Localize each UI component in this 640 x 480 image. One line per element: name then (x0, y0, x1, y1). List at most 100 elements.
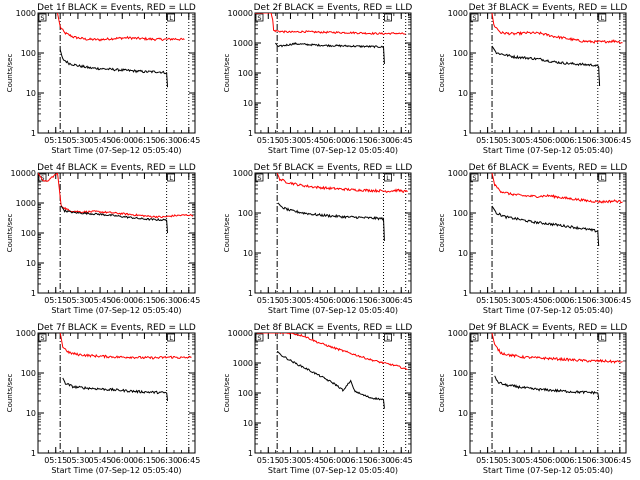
x-tick-label: 05:15 (257, 296, 280, 305)
x-tick-label: 05:30 (498, 296, 521, 305)
x-tick-label: 05:15 (476, 296, 499, 305)
x-tick-label: 05:15 (44, 296, 67, 305)
x-tick-label: 06:45 (608, 136, 631, 145)
x-tick-label: 05:30 (279, 296, 302, 305)
x-tick-label: 06:15 (564, 456, 587, 465)
segment-box (470, 173, 479, 182)
y-tick-label: 100 (238, 69, 253, 78)
x-tick-label: 05:15 (476, 456, 499, 465)
x-tick-label: 06:45 (177, 136, 200, 145)
x-tick-label: 06:45 (390, 296, 413, 305)
segment-box-label: S (472, 334, 476, 342)
y-tick-label: 10 (243, 99, 253, 108)
y-tick-label: 1 (31, 289, 36, 298)
x-tick-label: 06:00 (111, 296, 134, 305)
x-tick-label: 05:15 (44, 136, 67, 145)
x-tick-label: 06:00 (542, 456, 565, 465)
x-axis-label: Start Time (07-Sep-12 05:05:40) (268, 306, 398, 315)
segment-box-label: L (600, 174, 604, 182)
plot-frame (469, 12, 627, 134)
x-tick-label: 06:00 (323, 136, 346, 145)
events-series-line (491, 45, 601, 87)
panel-4: Det 4f BLACK = Events, RED = LLD Counts/s… (6, 163, 200, 315)
y-tick-label: 1000 (16, 329, 36, 338)
y-tick-label: 1 (463, 289, 468, 298)
x-axis-label: Start Time (07-Sep-12 05:05:40) (483, 306, 613, 315)
segment-box (38, 173, 47, 182)
segment-box-label: S (472, 14, 476, 22)
y-tick-label: 100 (453, 209, 468, 218)
y-axis-label: Counts/sec (6, 374, 14, 413)
events-series-line (275, 42, 385, 65)
y-tick-label: 10 (458, 249, 468, 258)
y-tick-label: 1000 (16, 9, 36, 18)
y-tick-label: 1 (248, 289, 253, 298)
y-tick-label: 1 (31, 129, 36, 138)
y-tick-label: 100 (21, 229, 36, 238)
segment-box-label: S (257, 174, 261, 182)
x-tick-label: 06:30 (368, 456, 391, 465)
x-tick-label: 05:15 (476, 136, 499, 145)
x-tick-label: 05:30 (66, 136, 89, 145)
segment-box (470, 13, 479, 22)
events-series-line (277, 202, 385, 242)
panel-3: Det 3f BLACK = Events, RED = LLD Counts/s… (438, 3, 631, 155)
x-axis-label: Start Time (07-Sep-12 05:05:40) (51, 306, 181, 315)
segment-box (167, 173, 176, 182)
segment-box (598, 173, 607, 182)
lld-series-line (491, 333, 623, 364)
lld-series-line (59, 333, 192, 360)
x-tick-label: 05:45 (89, 296, 112, 305)
x-tick-label: 06:45 (390, 456, 413, 465)
x-tick-label: 06:30 (586, 136, 609, 145)
y-axis-label: Counts/sec (6, 214, 14, 253)
x-tick-label: 06:00 (111, 456, 134, 465)
y-tick-label: 100 (238, 209, 253, 218)
segment-box-label: L (386, 14, 390, 22)
panel-6: Det 6f BLACK = Events, RED = LLD Counts/s… (438, 163, 631, 315)
y-tick-label: 10 (458, 409, 468, 418)
x-tick-label: 06:15 (345, 136, 368, 145)
segment-box-label: S (472, 174, 476, 182)
lld-series-line (256, 333, 408, 371)
x-tick-label: 06:45 (177, 296, 200, 305)
x-tick-label: 05:45 (301, 136, 324, 145)
y-tick-label: 1 (248, 449, 253, 458)
x-tick-label: 06:15 (133, 296, 156, 305)
segment-box (255, 13, 264, 22)
y-tick-label: 1000 (233, 169, 253, 178)
x-tick-label: 06:45 (177, 456, 200, 465)
events-series-line (494, 375, 600, 400)
y-tick-label: 100 (21, 369, 36, 378)
y-tick-label: 1 (248, 129, 253, 138)
segment-box (255, 173, 264, 182)
x-tick-label: 06:30 (586, 296, 609, 305)
chart-title: Det 1f BLACK = Events, RED = LLD (37, 3, 196, 13)
x-tick-label: 05:45 (301, 296, 324, 305)
y-tick-label: 1000 (448, 9, 468, 18)
segment-box (38, 13, 47, 22)
x-tick-label: 05:15 (257, 136, 280, 145)
y-tick-label: 10000 (11, 169, 36, 178)
x-tick-label: 05:45 (520, 456, 543, 465)
y-tick-label: 100 (238, 389, 253, 398)
x-tick-label: 05:45 (301, 456, 324, 465)
segment-box (167, 13, 176, 22)
x-tick-label: 05:30 (66, 456, 89, 465)
chart-title: Det 3f BLACK = Events, RED = LLD (469, 3, 628, 13)
x-tick-label: 05:30 (66, 296, 89, 305)
segment-box (470, 333, 479, 342)
y-axis-label: Counts/sec (223, 54, 231, 93)
x-tick-label: 06:30 (155, 136, 178, 145)
plot-frame (469, 172, 627, 294)
segment-box-label: S (40, 174, 44, 182)
x-axis-label: Start Time (07-Sep-12 05:05:40) (51, 146, 181, 155)
x-tick-label: 06:00 (542, 136, 565, 145)
segment-box (598, 333, 607, 342)
segment-box (38, 333, 47, 342)
x-tick-label: 06:15 (133, 456, 156, 465)
x-tick-label: 06:45 (608, 296, 631, 305)
y-tick-label: 1000 (448, 329, 468, 338)
segment-box (384, 13, 392, 22)
events-series-line (491, 205, 600, 247)
